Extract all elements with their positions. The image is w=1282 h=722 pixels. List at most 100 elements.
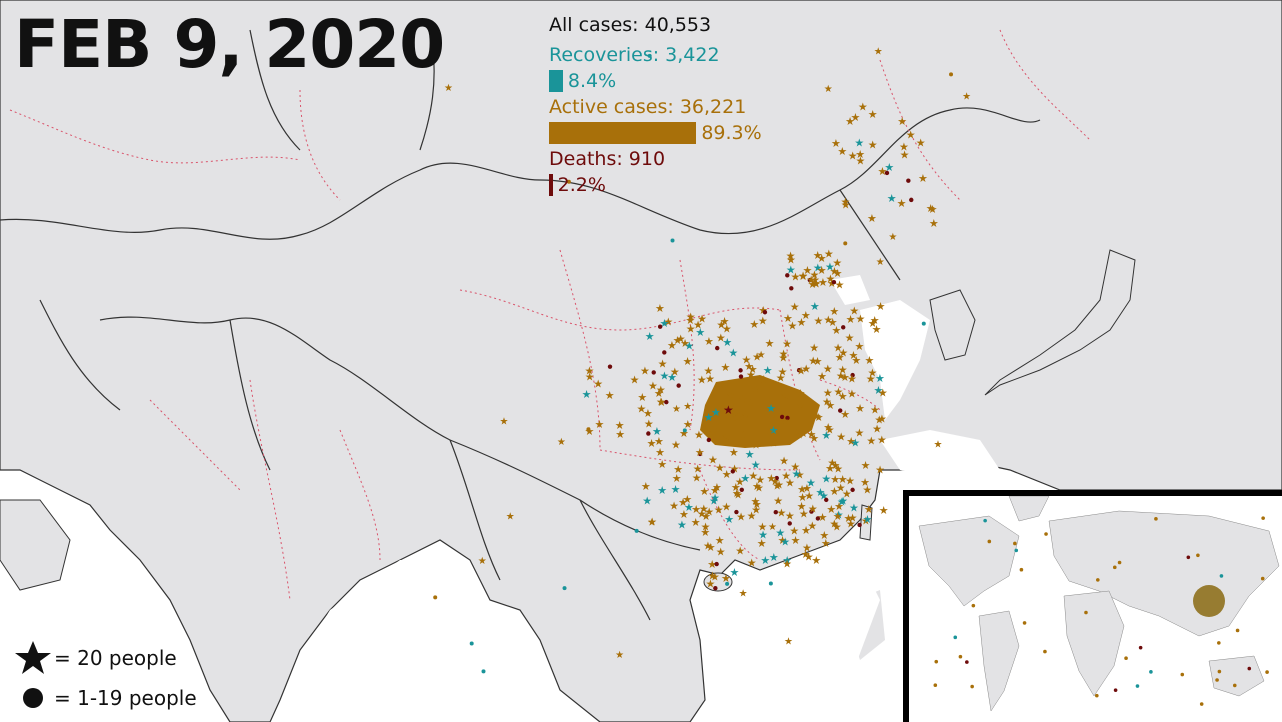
case-star: ★ (758, 529, 768, 541)
case-star: ★ (758, 521, 768, 533)
case-star: ★ (640, 366, 650, 378)
case-star: ★ (786, 255, 796, 267)
inset-case-dot (1124, 656, 1128, 661)
case-star: ★ (810, 269, 820, 281)
case-dot (768, 581, 773, 586)
case-star: ★ (735, 545, 745, 557)
case-star: ★ (671, 440, 681, 452)
case-star: ★ (900, 149, 910, 161)
case-star: ★ (781, 470, 791, 482)
case-star: ★ (846, 436, 856, 448)
case-star: ★ (851, 355, 861, 367)
inset-case-dot (1019, 567, 1024, 572)
inset-case-dot (1149, 670, 1153, 674)
case-dot (909, 197, 914, 203)
case-star: ★ (799, 509, 809, 521)
case-dot (809, 509, 814, 514)
case-star: ★ (739, 588, 748, 599)
case-star: ★ (856, 156, 866, 168)
case-star: ★ (828, 317, 838, 329)
case-star: ★ (795, 470, 805, 482)
case-star: ★ (657, 459, 667, 471)
case-star: ★ (680, 338, 690, 350)
case-star: ★ (770, 476, 780, 488)
case-star: ★ (928, 204, 938, 216)
case-star: ★ (830, 474, 840, 486)
case-dot (739, 487, 744, 492)
case-star: ★ (647, 517, 657, 529)
case-star: ★ (870, 315, 880, 327)
case-star: ★ (813, 356, 823, 368)
case-star: ★ (796, 366, 806, 378)
case-star: ★ (797, 501, 807, 513)
case-star: ★ (826, 504, 836, 516)
case-star: ★ (819, 490, 829, 502)
case-star: ★ (792, 427, 802, 439)
case-star: ★ (691, 517, 701, 529)
case-dot (664, 399, 669, 405)
case-star: ★ (759, 374, 769, 386)
case-star: ★ (872, 424, 882, 436)
case-star: ★ (506, 511, 515, 522)
case-star: ★ (593, 379, 603, 391)
case-star: ★ (647, 518, 656, 529)
case-star: ★ (751, 496, 761, 508)
case-star: ★ (751, 459, 761, 471)
case-star: ★ (926, 203, 936, 215)
case-star: ★ (703, 419, 713, 431)
inset-case-dot (1265, 670, 1269, 674)
case-star: ★ (810, 274, 820, 286)
case-star: ★ (637, 392, 647, 404)
case-star: ★ (758, 305, 768, 317)
case-dot (713, 585, 718, 591)
all-cases-label: All cases: 40,553 (549, 14, 712, 36)
case-star: ★ (749, 319, 759, 331)
case-star: ★ (766, 473, 776, 485)
case-star: ★ (636, 404, 646, 416)
case-star: ★ (821, 473, 831, 485)
case-star: ★ (813, 250, 823, 262)
case-star: ★ (741, 410, 751, 422)
case-star: ★ (683, 419, 693, 431)
case-star: ★ (854, 341, 864, 353)
case-star: ★ (833, 463, 843, 475)
japan-islands (984, 249, 1136, 396)
case-star: ★ (641, 481, 651, 493)
case-star: ★ (823, 422, 833, 434)
case-star: ★ (701, 521, 711, 533)
case-star: ★ (780, 536, 790, 548)
inset-case-dot (934, 659, 939, 664)
case-star: ★ (831, 138, 841, 150)
case-star: ★ (775, 527, 785, 539)
case-star: ★ (679, 509, 689, 521)
case-dot (921, 321, 926, 326)
case-star: ★ (766, 403, 776, 415)
case-star: ★ (830, 266, 840, 278)
case-star: ★ (707, 559, 717, 571)
case-star: ★ (776, 373, 786, 385)
case-star: ★ (772, 480, 782, 492)
case-dot (607, 364, 613, 369)
case-dot (773, 510, 778, 515)
recoveries-label: Recoveries: 3,422 (549, 44, 720, 66)
case-star: ★ (834, 501, 844, 513)
inset-case-dot (987, 539, 992, 544)
case-star: ★ (934, 439, 943, 450)
inset-case-dot (953, 635, 958, 640)
case-star: ★ (720, 316, 730, 328)
case-star: ★ (683, 356, 693, 368)
case-star: ★ (868, 368, 878, 380)
case-star: ★ (850, 438, 860, 450)
case-dot (831, 280, 837, 285)
case-star: ★ (740, 473, 750, 485)
case-star: ★ (817, 371, 827, 383)
case-star: ★ (796, 388, 806, 400)
case-star: ★ (752, 481, 762, 493)
case-star: ★ (700, 527, 710, 539)
case-star: ★ (716, 319, 726, 331)
case-star: ★ (655, 447, 665, 459)
case-star: ★ (808, 279, 818, 291)
case-star: ★ (712, 482, 722, 494)
case-star: ★ (836, 483, 846, 495)
